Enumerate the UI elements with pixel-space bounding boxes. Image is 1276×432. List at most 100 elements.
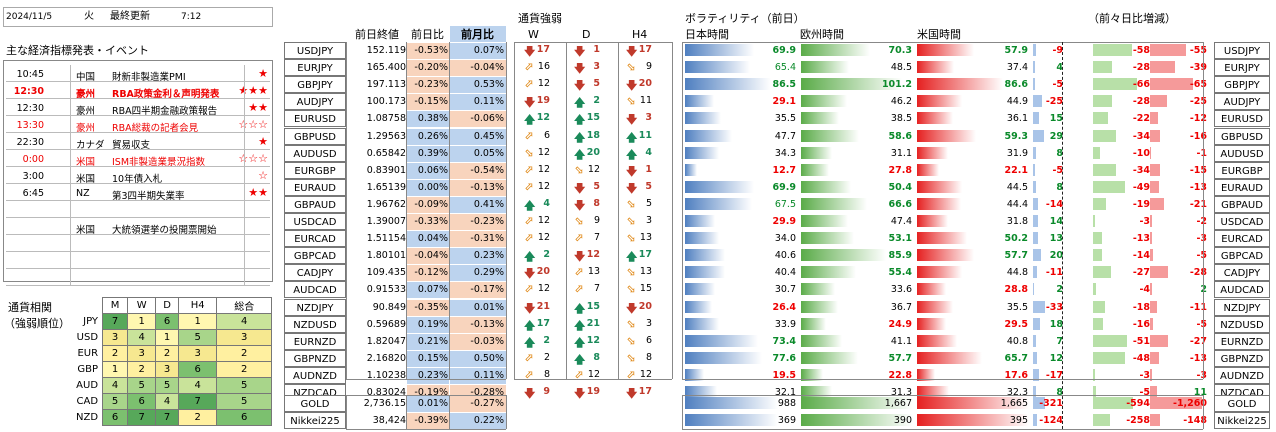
strength-rank: 5 bbox=[102, 393, 129, 410]
pair-name[interactable]: GBPUSD bbox=[284, 127, 346, 145]
column-divider bbox=[346, 395, 347, 429]
session-change-value: 8 bbox=[1056, 147, 1063, 159]
pair-name-right[interactable]: AUDUSD bbox=[1214, 144, 1270, 162]
pair-name[interactable]: NZDJPY bbox=[284, 298, 346, 316]
pair-name-right[interactable]: NZDUSD bbox=[1214, 315, 1270, 333]
strength-score: 9 bbox=[593, 215, 600, 226]
vol-border bbox=[682, 42, 1203, 43]
daily-change-value: -0.09% bbox=[414, 198, 448, 210]
pair-name-right[interactable]: EURGBP bbox=[1214, 161, 1270, 179]
event-stars: ☆☆☆ bbox=[238, 152, 268, 165]
us-bar bbox=[917, 215, 948, 227]
pair-name-right[interactable]: GBPAUD bbox=[1214, 195, 1270, 213]
pair-name-right[interactable]: GBPNZD bbox=[1214, 349, 1270, 367]
strength-score: 15 bbox=[586, 300, 600, 312]
arrow-up-right-icon: ⬀ bbox=[574, 282, 584, 296]
strength-score: 18 bbox=[586, 129, 600, 141]
daily-change-cell bbox=[407, 60, 449, 77]
daily-change-value: -0.23% bbox=[414, 79, 448, 91]
pair-name[interactable]: GBPNZD bbox=[284, 349, 346, 367]
pair-name[interactable]: GBPJPY bbox=[284, 76, 346, 94]
jp-volatility-value: 67.5 bbox=[774, 198, 796, 210]
eu-volatility-value: 27.8 bbox=[888, 164, 912, 176]
pair-name[interactable]: EURCAD bbox=[284, 230, 346, 248]
arrow-up-right-icon: ⬀ bbox=[524, 77, 534, 91]
pair-name-right[interactable]: Nikkei225 bbox=[1214, 412, 1270, 429]
pair-name[interactable]: USDCAD bbox=[284, 213, 346, 230]
strength-score: 21 bbox=[536, 300, 550, 312]
pair-name[interactable]: AUDUSD bbox=[284, 144, 346, 162]
event-country: カナダ bbox=[76, 140, 105, 151]
pair-name[interactable]: EURNZD bbox=[284, 332, 346, 350]
strength-currency: JPY bbox=[83, 316, 99, 327]
pair-name-right[interactable]: NZDJPY bbox=[1214, 298, 1270, 316]
pair-name[interactable]: NZDUSD bbox=[284, 315, 346, 333]
session-change-value: -28 bbox=[1132, 96, 1150, 108]
daily-change-cell bbox=[407, 196, 449, 213]
pair-name-right[interactable]: CADJPY bbox=[1214, 264, 1270, 282]
monthly-change-cell bbox=[450, 162, 506, 179]
pair-name[interactable]: USDJPY bbox=[284, 42, 346, 59]
pair-name-right[interactable]: GBPUSD bbox=[1214, 127, 1270, 145]
pair-name[interactable]: CADJPY bbox=[284, 264, 346, 282]
pair-name-right[interactable]: EURJPY bbox=[1214, 59, 1270, 77]
pair-name[interactable]: GBPCAD bbox=[284, 247, 346, 265]
pair-name-right[interactable]: AUDJPY bbox=[1214, 93, 1270, 111]
pair-name-right[interactable]: USDJPY bbox=[1214, 42, 1270, 59]
daily-change-cell bbox=[407, 94, 449, 111]
pair-name[interactable]: AUDNZD bbox=[284, 366, 346, 384]
strength-rank: 4 bbox=[155, 393, 179, 410]
pair-name[interactable]: EURGBP bbox=[284, 161, 346, 179]
pair-name[interactable]: AUDJPY bbox=[284, 93, 346, 111]
jp-volatility-value: 47.7 bbox=[774, 130, 796, 142]
monthly-change-value: 0.29% bbox=[473, 267, 504, 279]
pair-name-right[interactable]: GOLD bbox=[1214, 395, 1270, 412]
pair-name-right[interactable]: EURCAD bbox=[1214, 230, 1270, 248]
us-bar bbox=[917, 397, 1029, 409]
daily-change-cell bbox=[407, 214, 449, 230]
daily-change-cell bbox=[407, 145, 449, 162]
pair-name[interactable]: EURAUD bbox=[284, 178, 346, 196]
event-divider bbox=[244, 252, 245, 269]
pair-name-right[interactable]: GBPJPY bbox=[1214, 76, 1270, 94]
session-change-value: -27 bbox=[1189, 335, 1207, 347]
eu-bar bbox=[801, 61, 849, 74]
pair-name-right[interactable]: EURAUD bbox=[1214, 178, 1270, 196]
strength-score: 17 bbox=[536, 44, 550, 55]
pair-name[interactable]: GBPAUD bbox=[284, 195, 346, 213]
pair-name[interactable]: EURUSD bbox=[284, 110, 346, 128]
session-change-value: -5 bbox=[1196, 318, 1207, 330]
eu-volatility-value: 31.1 bbox=[890, 147, 912, 159]
pair-name-right[interactable]: EURNZD bbox=[1214, 332, 1270, 350]
event-name: ISM非製造業景況指数 bbox=[112, 157, 206, 168]
session-change-value: -34 bbox=[1132, 130, 1150, 142]
daily-change-value: 0.04% bbox=[417, 233, 448, 245]
arrow-up-icon: 🡅 bbox=[574, 96, 586, 110]
pair-name-right[interactable]: USDCAD bbox=[1214, 213, 1270, 230]
us-volatility-value: 44.9 bbox=[1006, 96, 1028, 108]
pair-name[interactable]: GOLD bbox=[284, 395, 346, 412]
pair-name[interactable]: Nikkei225 bbox=[284, 412, 346, 429]
session-change-value: -25 bbox=[1045, 96, 1063, 108]
daily-change-value: 0.21% bbox=[417, 335, 448, 347]
arrow-up-right-icon: ⬀ bbox=[524, 60, 534, 74]
monthly-change-value: 0.11% bbox=[473, 369, 504, 381]
pair-name-right[interactable]: EURUSD bbox=[1214, 110, 1270, 128]
pair-name-right[interactable]: GBPCAD bbox=[1214, 247, 1270, 265]
close-value: 1.96762 bbox=[366, 198, 406, 210]
event-divider bbox=[70, 252, 71, 269]
pair-name-right[interactable]: AUDNZD bbox=[1214, 366, 1270, 384]
us-bar bbox=[917, 197, 961, 210]
monthly-change-value: 0.22% bbox=[473, 415, 504, 426]
eu-change-bar bbox=[1093, 334, 1127, 347]
strength-score: 17 bbox=[638, 44, 652, 55]
pair-name[interactable]: EURJPY bbox=[284, 59, 346, 77]
eu-bar bbox=[801, 78, 902, 91]
strength-rank: 2 bbox=[155, 345, 179, 362]
session-change-value: -2 bbox=[1196, 216, 1207, 227]
arrow-up-icon: 🡅 bbox=[524, 335, 536, 349]
pair-name-right[interactable]: AUDCAD bbox=[1214, 281, 1270, 299]
pair-name[interactable]: AUDCAD bbox=[284, 281, 346, 299]
eu-change-bar bbox=[1093, 78, 1137, 91]
strength-rank: 3 bbox=[102, 329, 129, 346]
